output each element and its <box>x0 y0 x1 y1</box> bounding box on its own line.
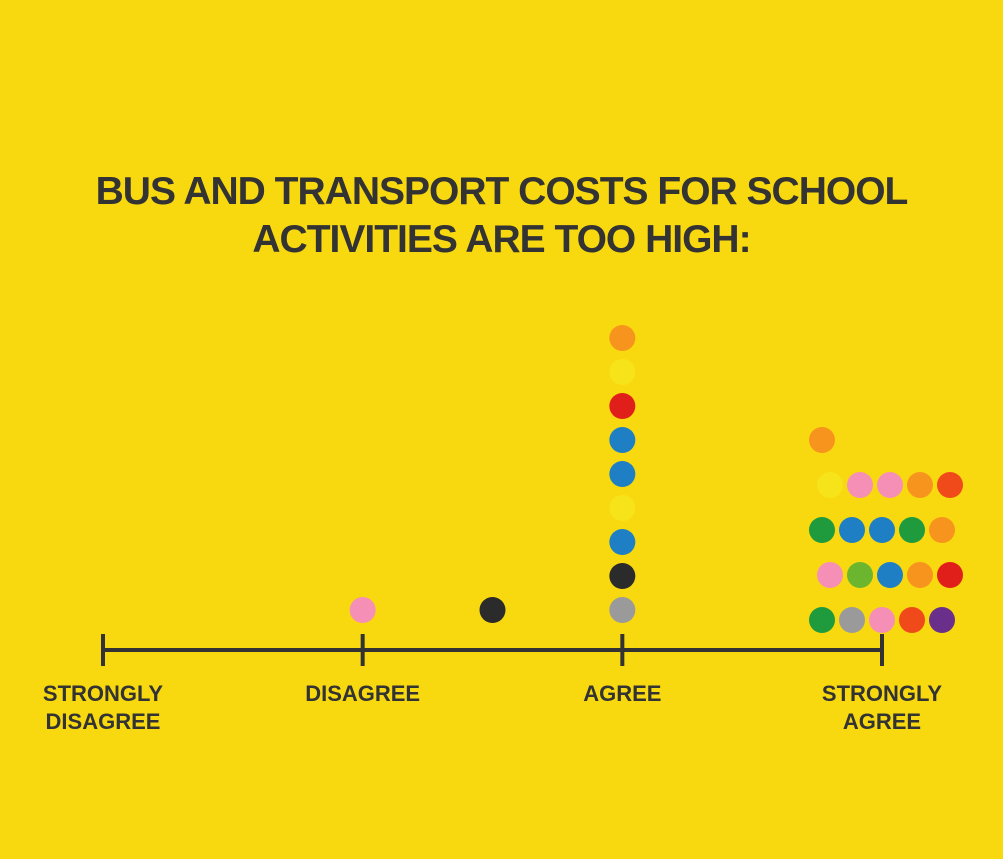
vote-dot <box>809 607 835 633</box>
x-tick-label: AGREE <box>583 681 662 706</box>
vote-dot <box>479 597 506 623</box>
vote-dot <box>899 517 925 543</box>
vote-dot <box>817 472 843 498</box>
vote-dot <box>609 597 636 623</box>
vote-dot <box>847 562 873 588</box>
vote-dot <box>809 427 835 453</box>
x-tick-label: STRONGLY DISAGREE <box>42 681 164 734</box>
vote-dot <box>907 562 933 588</box>
vote-dot <box>847 472 873 498</box>
vote-dot <box>609 359 636 385</box>
vote-dot <box>899 607 925 633</box>
vote-dot <box>349 597 376 623</box>
vote-dot <box>609 563 636 589</box>
vote-dot <box>609 393 636 419</box>
vote-dot <box>869 607 895 633</box>
vote-dot <box>817 562 843 588</box>
vote-dot <box>929 607 955 633</box>
vote-dot <box>877 562 903 588</box>
vote-dot <box>937 472 963 498</box>
vote-dot <box>839 607 865 633</box>
vote-dot <box>809 517 835 543</box>
vote-dot <box>609 427 636 453</box>
x-tick-label: DISAGREE <box>305 681 421 706</box>
vote-dot <box>907 472 933 498</box>
vote-dot <box>929 517 955 543</box>
vote-dot <box>869 517 895 543</box>
vote-dot <box>877 472 903 498</box>
vote-dot <box>937 562 963 588</box>
vote-dot <box>609 495 636 521</box>
vote-dot <box>839 517 865 543</box>
vote-dot <box>609 325 636 351</box>
vote-dot <box>609 529 636 555</box>
x-tick-label: STRONGLY AGREE <box>821 681 943 734</box>
vote-dot <box>609 461 636 487</box>
chart-title: BUS AND TRANSPORT COSTS FOR SCHOOL ACTIV… <box>95 170 909 261</box>
